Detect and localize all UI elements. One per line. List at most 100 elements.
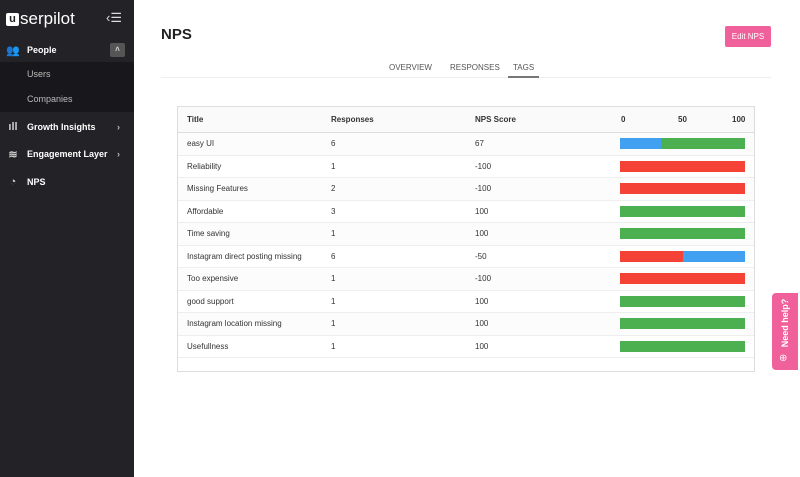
tag-title: Usefullness [187, 341, 229, 351]
nps-score: -100 [475, 184, 492, 194]
tab-responses[interactable]: RESPONSES [450, 63, 500, 72]
detractors-segment [620, 160, 745, 172]
promoters-segment [620, 205, 745, 217]
tag-title: Instagram location missing [187, 319, 282, 329]
logo-text: serpilot [20, 9, 75, 28]
tag-title: Instagram direct posting missing [187, 251, 302, 261]
responses-count: 1 [331, 296, 336, 306]
column-header-title[interactable]: Title [187, 115, 204, 124]
sidebar-item-people[interactable]: 👥 People ˄ [0, 37, 134, 63]
nps-distribution-bar [620, 183, 745, 195]
sidebar-item-nps[interactable]: ◔ NPS [0, 169, 134, 195]
nps-distribution-bar [620, 295, 745, 307]
sidebar: u serpilot ‹☰ 👥 People ˄ Users Companies … [0, 0, 134, 477]
nps-distribution-bar [620, 340, 745, 352]
tag-title: Reliability [187, 161, 222, 171]
chevron-right-icon: › [117, 122, 120, 132]
nps-score: 100 [475, 341, 489, 351]
need-help-button[interactable]: Need help? ⊕ [772, 293, 798, 370]
pie-chart-icon: ◔ [9, 176, 17, 188]
sidebar-item-label: Growth Insights [27, 122, 96, 132]
nps-distribution-bar [620, 228, 745, 240]
responses-count: 1 [331, 319, 336, 329]
table-row: Reliability 1 -100 [178, 156, 754, 178]
promoters-segment [620, 318, 745, 330]
tag-title: Too expensive [187, 274, 239, 284]
need-help-label: Need help? [780, 298, 790, 348]
responses-count: 1 [331, 341, 336, 351]
responses-count: 1 [331, 229, 336, 239]
table-row: Too expensive 1 -100 [178, 268, 754, 291]
passives-segment [682, 250, 745, 262]
table-row: good support 1 100 [178, 291, 754, 313]
responses-count: 2 [331, 184, 336, 194]
detractors-segment [620, 250, 683, 262]
column-header-nps-score[interactable]: NPS Score [475, 115, 516, 124]
nps-distribution-bar [620, 250, 745, 262]
sidebar-item-companies[interactable]: Companies [27, 94, 73, 104]
table-row: Affordable 3 100 [178, 201, 754, 223]
chevron-up-icon[interactable]: ˄ [110, 43, 125, 57]
nps-score: -100 [475, 274, 492, 284]
sidebar-item-label: Engagement Layer [27, 149, 108, 159]
chevron-right-icon: › [117, 149, 120, 159]
table-row: Time saving 1 100 [178, 223, 754, 246]
tag-title: Missing Features [187, 184, 248, 194]
lifebuoy-icon: ⊕ [779, 353, 788, 364]
tab-tags[interactable]: TAGS [508, 63, 540, 78]
responses-count: 3 [331, 206, 336, 216]
layers-icon: ≋ [8, 148, 18, 161]
tag-title: good support [187, 296, 234, 306]
sidebar-item-label: NPS [27, 177, 46, 187]
nps-score: 67 [475, 139, 484, 149]
table-row: Instagram location missing 1 100 [178, 313, 754, 336]
table-row: Instagram direct posting missing 6 -50 [178, 246, 754, 268]
tag-title: Affordable [187, 206, 224, 216]
page-title: NPS [161, 26, 192, 43]
nps-distribution-bar [620, 138, 745, 150]
axis-label: 50 [678, 115, 687, 124]
sidebar-item-engagement-layer[interactable]: ≋ Engagement Layer › [0, 141, 134, 167]
nps-score: -50 [475, 251, 487, 261]
sidebar-item-label: People [27, 45, 57, 55]
detractors-segment [620, 273, 745, 285]
passives-segment [620, 138, 662, 150]
promoters-segment [620, 228, 745, 240]
people-icon: 👥 [6, 44, 20, 57]
promoters-segment [661, 138, 745, 150]
responses-count: 6 [331, 251, 336, 261]
nps-score: -100 [475, 161, 492, 171]
table-row: easy UI 6 67 [178, 133, 754, 156]
bar-chart-icon: ıll [8, 121, 18, 133]
nps-distribution-bar [620, 273, 745, 285]
tag-title: Time saving [187, 229, 230, 239]
column-header-responses[interactable]: Responses [331, 115, 374, 124]
logo[interactable]: u serpilot [6, 9, 75, 29]
responses-count: 1 [331, 161, 336, 171]
edit-nps-button[interactable]: Edit NPS [725, 26, 771, 47]
table-row: Missing Features 2 -100 [178, 178, 754, 201]
tabs: OVERVIEW RESPONSES TAGS [161, 60, 771, 78]
nps-score: 100 [475, 296, 489, 306]
promoters-segment [620, 340, 745, 352]
nps-score: 100 [475, 229, 489, 239]
axis-label: 0 [621, 115, 626, 124]
table-row: Usefullness 1 100 [178, 336, 754, 358]
axis-label: 100 [732, 115, 746, 124]
tab-overview[interactable]: OVERVIEW [389, 63, 432, 72]
collapse-sidebar-icon[interactable]: ‹☰ [106, 10, 122, 25]
people-submenu: Users Companies [0, 62, 134, 112]
tags-table: Title Responses NPS Score 0 50 100 easy … [177, 106, 755, 372]
responses-count: 1 [331, 274, 336, 284]
table-header: Title Responses NPS Score 0 50 100 [178, 107, 754, 133]
detractors-segment [620, 183, 745, 195]
responses-count: 6 [331, 139, 336, 149]
nps-distribution-bar [620, 160, 745, 172]
nps-score: 100 [475, 319, 489, 329]
promoters-segment [620, 295, 745, 307]
nps-score: 100 [475, 206, 489, 216]
sidebar-item-growth-insights[interactable]: ıll Growth Insights › [0, 114, 134, 140]
nps-distribution-bar [620, 205, 745, 217]
sidebar-item-users[interactable]: Users [27, 69, 51, 79]
nps-distribution-bar [620, 318, 745, 330]
